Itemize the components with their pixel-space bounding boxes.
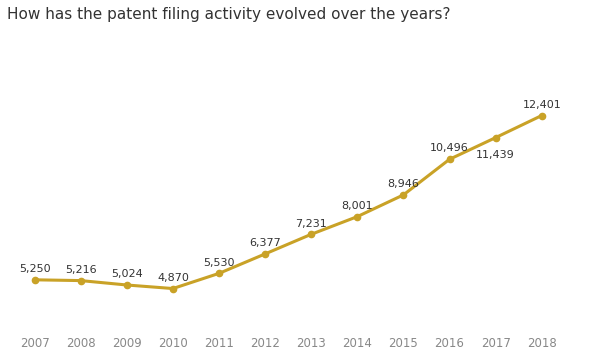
Text: 8,946: 8,946 bbox=[388, 179, 419, 189]
Text: 7,231: 7,231 bbox=[295, 218, 327, 228]
Text: 6,377: 6,377 bbox=[249, 238, 281, 248]
Text: 11,439: 11,439 bbox=[477, 150, 515, 160]
Text: 8,001: 8,001 bbox=[341, 201, 373, 211]
Text: 5,024: 5,024 bbox=[111, 269, 143, 279]
Text: 10,496: 10,496 bbox=[430, 143, 469, 153]
Text: 5,216: 5,216 bbox=[65, 265, 97, 275]
Text: 12,401: 12,401 bbox=[522, 100, 561, 110]
Text: 5,530: 5,530 bbox=[204, 258, 235, 268]
Text: 5,250: 5,250 bbox=[19, 264, 50, 274]
Text: How has the patent filing activity evolved over the years?: How has the patent filing activity evolv… bbox=[7, 7, 451, 22]
Text: 4,870: 4,870 bbox=[157, 273, 189, 283]
